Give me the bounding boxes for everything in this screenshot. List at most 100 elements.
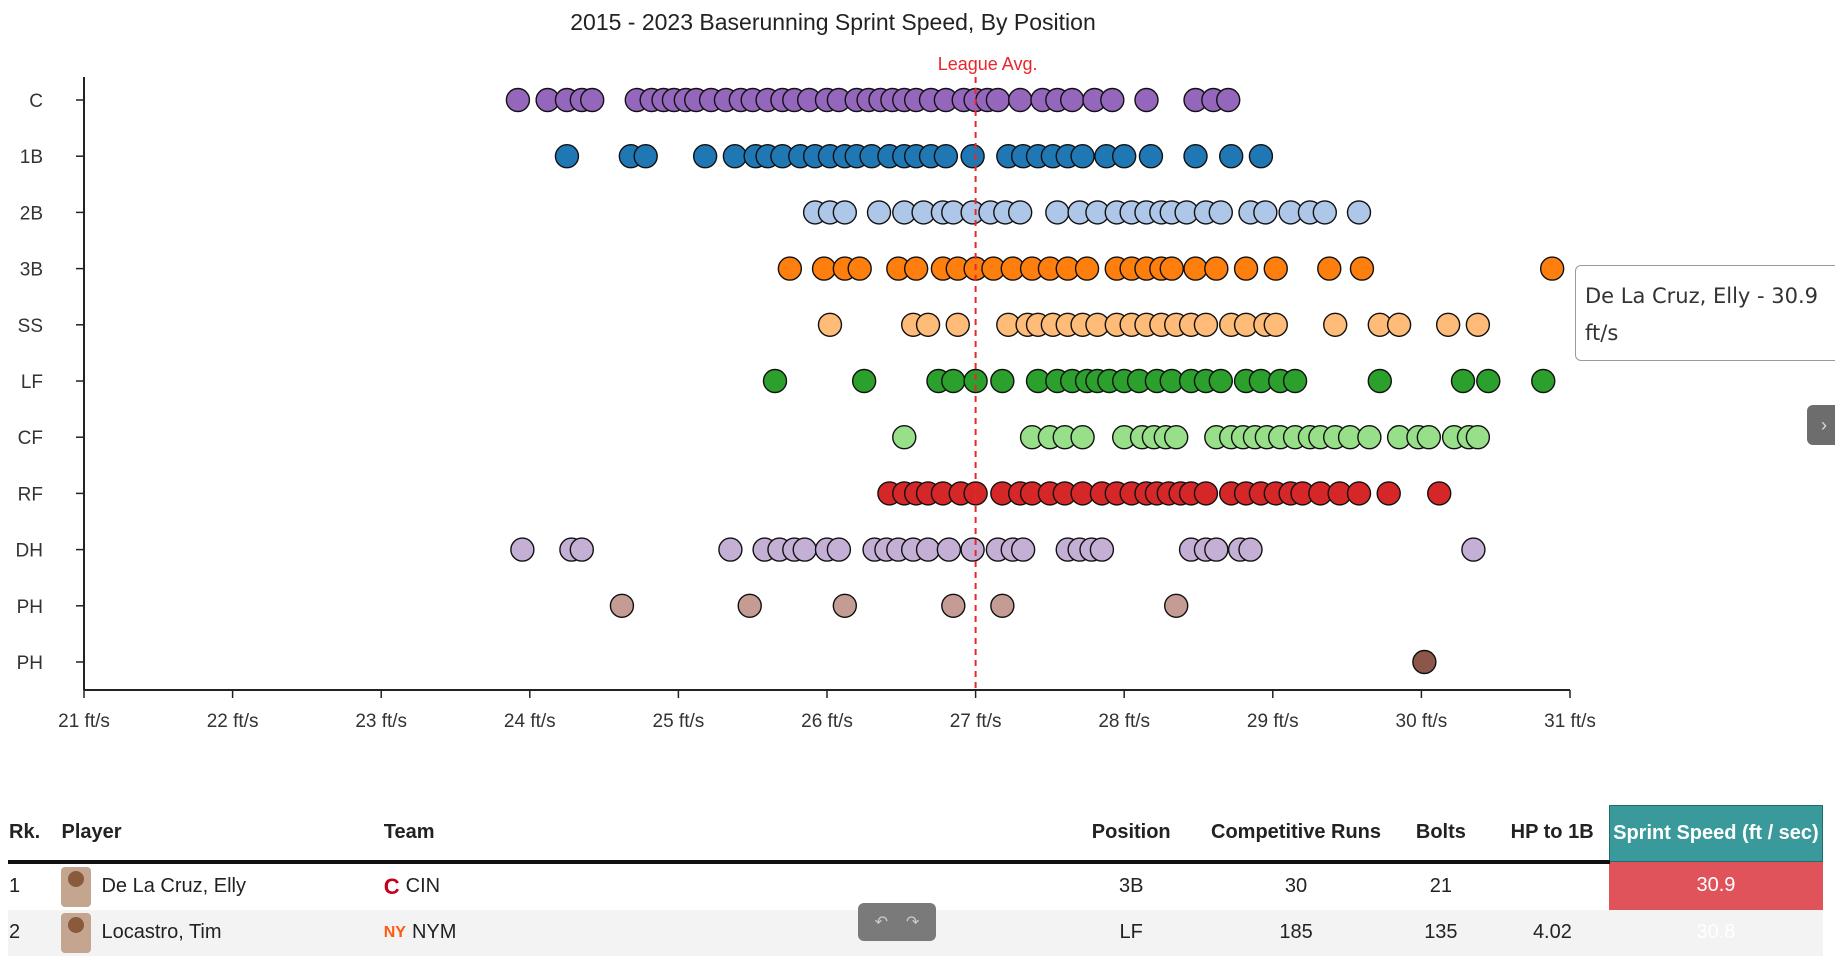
chart-title: 2015 - 2023 Baserunning Sprint Speed, By… — [570, 9, 1096, 35]
header-rank[interactable]: Rk. — [8, 805, 61, 864]
table-row[interactable]: 1 De La Cruz, Elly C CIN 3B 30 21 30.9 — [8, 861, 1823, 910]
y-tick-label: 1B — [20, 147, 43, 168]
x-tick-label: 21 ft/s — [58, 711, 110, 732]
cell-sprint-speed: 30.8 — [1609, 909, 1823, 956]
data-point — [633, 143, 658, 169]
header-hp-to-1b[interactable]: HP to 1B — [1495, 805, 1610, 864]
x-tick-label: 30 ft/s — [1396, 711, 1448, 732]
x-tick-label: 29 ft/s — [1247, 711, 1299, 732]
header-team[interactable]: Team — [382, 805, 1057, 864]
data-point — [933, 143, 959, 169]
data-point — [762, 368, 788, 394]
undo-redo-toolbar: ↶ ↷ — [858, 903, 936, 941]
chevron-right-icon: › — [1821, 414, 1827, 435]
tooltip-text: De La Cruz, Elly - 30.9 ft/s — [1585, 284, 1819, 345]
data-point — [1007, 200, 1033, 225]
data-point — [826, 537, 852, 562]
table-header-row: Rk. Player Team Position Competitive Run… — [8, 805, 1824, 864]
table-row[interactable]: 2 Locastro, Tim NY NYM LF 185 135 4.02 3… — [8, 909, 1823, 956]
data-point — [1204, 537, 1229, 562]
data-point — [505, 87, 531, 113]
data-point — [1208, 200, 1233, 225]
data-point — [1346, 481, 1372, 506]
header-player[interactable]: Player — [60, 805, 383, 864]
data-point — [963, 481, 988, 506]
y-tick-label: 3B — [20, 260, 43, 281]
cell-competitive-runs: 185 — [1205, 909, 1387, 956]
data-point — [990, 368, 1015, 394]
data-point — [1074, 256, 1100, 281]
cell-rank: 2 — [8, 909, 61, 956]
player-name[interactable]: De La Cruz, Elly — [101, 875, 246, 897]
data-point — [945, 312, 970, 337]
data-point — [1010, 537, 1036, 562]
cell-bolts: 135 — [1386, 909, 1496, 956]
player-name[interactable]: Locastro, Tim — [101, 921, 222, 943]
header-competitive-runs[interactable]: Competitive Runs — [1205, 805, 1387, 864]
data-point — [1465, 425, 1491, 450]
data-point — [1193, 481, 1219, 506]
data-point — [1435, 312, 1461, 337]
x-tick-label: 27 ft/s — [950, 711, 1002, 732]
cell-hp-to-1b: 4.02 — [1495, 909, 1610, 956]
data-point — [811, 256, 837, 281]
data-point — [1059, 87, 1085, 113]
data-point — [777, 256, 803, 281]
data-point — [1323, 312, 1348, 337]
data-point — [1282, 368, 1308, 394]
tooltip: De La Cruz, Elly - 30.9 ft/s — [1575, 265, 1835, 361]
data-point — [1111, 143, 1137, 169]
data-point — [915, 312, 941, 337]
team-logo-icon: C — [383, 873, 400, 899]
redo-icon[interactable]: ↷ — [906, 914, 920, 931]
data-point — [569, 537, 595, 562]
data-point — [1465, 312, 1491, 337]
header-position[interactable]: Position — [1056, 805, 1206, 864]
data-point — [1427, 481, 1452, 506]
data-point — [1208, 368, 1233, 394]
data-point — [692, 143, 718, 169]
data-point — [985, 87, 1011, 113]
data-point — [817, 312, 843, 337]
undo-icon[interactable]: ↶ — [874, 914, 888, 931]
data-point — [990, 593, 1015, 618]
side-panel-toggle[interactable]: › — [1807, 405, 1835, 445]
cell-player[interactable]: De La Cruz, Elly — [60, 862, 382, 910]
sprint-speed-chart: 2015 - 2023 Baserunning Sprint Speed, By… — [16, 9, 1596, 732]
data-point — [1183, 143, 1208, 169]
data-point — [1263, 256, 1288, 281]
y-tick-label: RF — [18, 484, 43, 505]
data-point — [1367, 368, 1392, 394]
header-sprint-speed[interactable]: Sprint Speed (ft / sec) — [1608, 805, 1824, 862]
data-point — [892, 425, 917, 450]
data-point — [1164, 425, 1189, 450]
y-tick-label: C — [29, 91, 43, 112]
header-bolts[interactable]: Bolts — [1386, 805, 1496, 864]
x-tick-label: 26 ft/s — [801, 711, 853, 732]
cell-hp-to-1b — [1495, 862, 1609, 910]
data-point — [1386, 312, 1412, 337]
cell-player[interactable]: Locastro, Tim — [60, 909, 383, 956]
data-point — [847, 256, 872, 281]
data-point — [1263, 312, 1288, 337]
cell-competitive-runs: 30 — [1284, 875, 1308, 897]
data-point — [1100, 87, 1125, 113]
data-point — [832, 200, 858, 225]
data-point — [1346, 200, 1372, 225]
data-point — [1193, 312, 1219, 337]
data-point — [915, 537, 941, 562]
data-point — [1349, 256, 1375, 281]
data-point — [1317, 256, 1342, 281]
y-tick-label: 2B — [20, 203, 43, 224]
data-point — [1248, 143, 1274, 169]
data-point — [722, 143, 748, 169]
data-point — [1089, 537, 1115, 562]
avatar — [61, 866, 92, 907]
x-tick-label: 28 ft/s — [1098, 711, 1150, 732]
avatar — [61, 912, 92, 953]
data-point — [832, 593, 858, 618]
cell-rank: 1 — [9, 875, 21, 897]
leaderboard-table: Rk. Player Team Position Competitive Run… — [8, 805, 1824, 956]
y-tick-label: LF — [21, 372, 43, 393]
data-point — [1531, 368, 1556, 394]
